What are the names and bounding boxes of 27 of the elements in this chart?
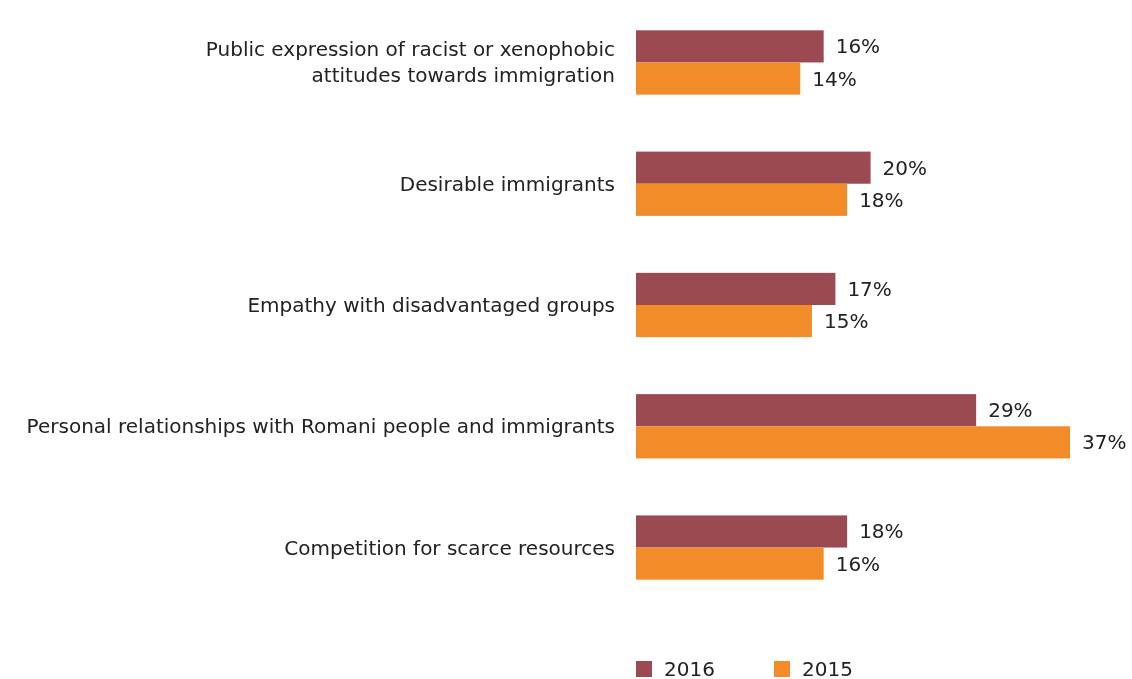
y-tick-label: Empathy with disadvantaged groups [247,293,615,317]
bar [636,515,848,548]
data-label: 14% [812,66,857,91]
data-label: 29% [988,398,1033,423]
data-label: 17% [847,276,892,301]
legend-label: 2015 [802,657,853,679]
bar [636,272,836,305]
bar [636,151,871,184]
data-label: 37% [1082,430,1127,455]
bar [636,183,848,216]
data-label: 16% [835,551,881,576]
bar [636,62,801,95]
data-label: 20% [882,155,928,180]
y-tick-label: Competition for scarce resources [284,535,615,560]
data-label: 18% [859,187,904,212]
y-tick-label: Desirable immigrants [399,171,615,196]
data-label: 16% [835,34,881,59]
bar [636,426,1070,459]
bar [636,305,812,338]
bar [636,30,824,63]
data-label: 15% [823,309,869,334]
legend-label: 2016 [664,657,715,679]
data-label: 18% [859,519,904,544]
bar [636,394,977,427]
bar [636,547,824,580]
y-tick-label: Public expression of racist or xenophobic attitudes towards immigration [205,37,615,88]
y-tick-label: Personal relationships with Romani people and immigrants [26,414,615,439]
